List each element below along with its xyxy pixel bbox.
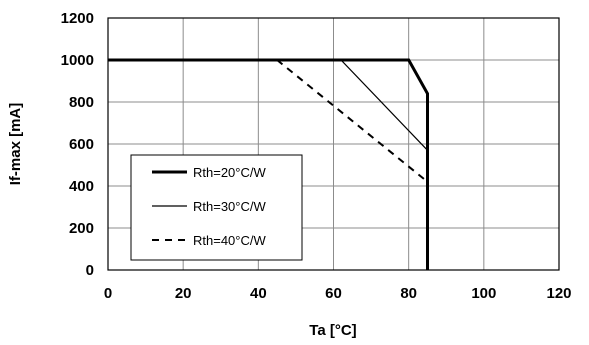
y-tick-label: 1000 (61, 52, 94, 69)
legend: Rth=20°C/W Rth=30°C/W Rth=40°C/W (130, 154, 303, 261)
x-tick-label: 60 (325, 285, 342, 302)
y-axis-title: If-max [mA] (7, 103, 24, 186)
y-tick-label: 800 (69, 94, 94, 111)
x-tick-label: 80 (400, 285, 417, 302)
plot-frame (107, 17, 560, 271)
series-line-3 (108, 59, 429, 270)
x-tick-label: 20 (175, 285, 192, 302)
x-axis-title: Ta [°C] (309, 322, 356, 339)
x-tick-labels: 0 20 40 60 80 100 120 (104, 285, 572, 302)
x-tick-label: 120 (546, 285, 571, 302)
x-tick-label: 40 (250, 285, 267, 302)
legend-label: Rth=20°C/W (193, 165, 266, 180)
data-series (108, 58, 429, 270)
y-tick-label: 400 (69, 178, 94, 195)
legend-label: Rth=40°C/W (193, 233, 266, 248)
legend-label: Rth=30°C/W (193, 199, 266, 214)
y-tick-label: 200 (69, 220, 94, 237)
x-tick-label: 0 (104, 285, 112, 302)
x-tick-label: 100 (471, 285, 496, 302)
y-tick-label: 1200 (61, 10, 94, 27)
y-tick-labels: 0 200 400 600 800 1000 1200 (61, 10, 94, 279)
y-tick-label: 600 (69, 136, 94, 153)
y-tick-label: 0 (86, 262, 94, 279)
